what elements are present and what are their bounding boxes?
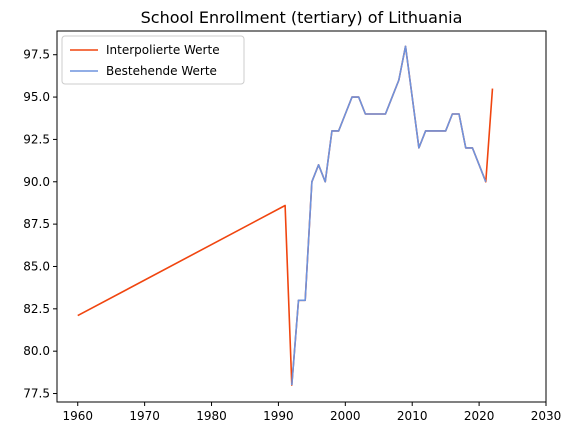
x-tick-label: 1980 [196,409,227,423]
y-tick-label: 77.5 [23,387,50,401]
y-tick-label: 95.0 [23,90,50,104]
x-tick-label: 2010 [397,409,428,423]
x-tick-label: 1970 [129,409,160,423]
x-tick-label: 2030 [531,409,562,423]
y-tick-label: 82.5 [23,302,50,316]
y-tick-label: 92.5 [23,132,50,146]
series-layer [77,45,494,386]
x-tick-label: 2020 [464,409,495,423]
x-tick-label: 1960 [62,409,93,423]
legend-label-2: Bestehende Werte [106,64,217,78]
y-tick-label: 87.5 [23,217,50,231]
x-tick-label: 1990 [263,409,294,423]
y-tick-label: 97.5 [23,48,50,62]
legend: Interpolierte Werte Bestehende Werte [61,35,245,85]
plot-frame [56,30,547,403]
y-tick-label: 85.0 [23,259,50,273]
y-axis: 77.5 80.0 82.5 85.0 87.5 90.0 92.5 95.0 97.5 [23,48,57,401]
y-tick-label: 90.0 [23,175,50,189]
series-line-2 [291,45,487,386]
x-axis: 1960 1970 1980 1990 2000 2010 2020 2030 [62,402,561,423]
x-tick-label: 2000 [330,409,361,423]
legend-label-1: Interpolierte Werte [106,43,220,57]
series-line-1 [77,45,494,386]
legend-box [61,35,245,85]
chart-title: School Enrollment (tertiary) of Lithuani… [141,8,463,27]
y-tick-label: 80.0 [23,344,50,358]
